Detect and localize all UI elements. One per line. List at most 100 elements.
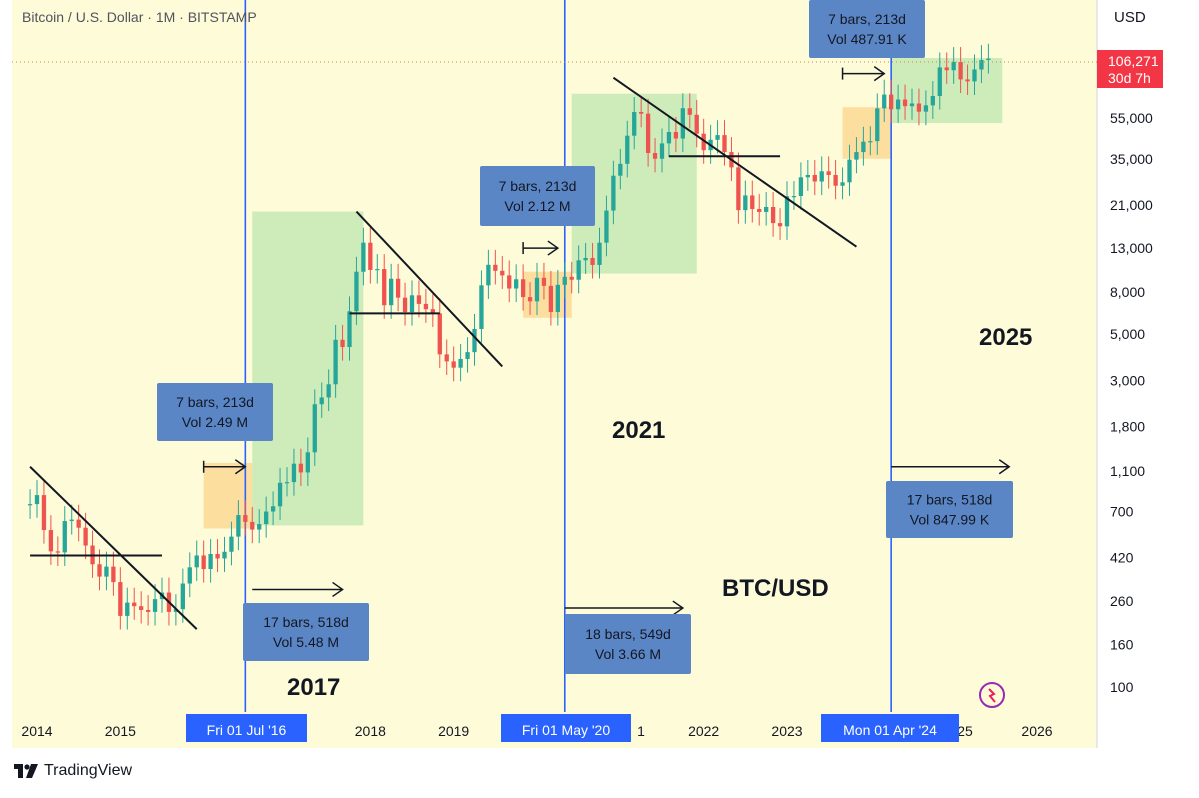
candle-body [798, 177, 804, 197]
candle-body [805, 174, 810, 178]
candle-body [264, 511, 269, 525]
candle-body [326, 384, 331, 398]
candle-body [430, 309, 435, 314]
measure-label-1: 17 bars, 518d Vol 5.48 M [243, 603, 369, 661]
candle-body [347, 311, 352, 347]
candle-body [458, 358, 463, 368]
candle-body [97, 564, 102, 577]
price-tick-3: 13,000 [1110, 240, 1153, 256]
measure-label-line2: Vol 2.12 M [504, 198, 570, 214]
candle-body [48, 530, 54, 552]
candle-body [395, 278, 401, 298]
candle-body [548, 285, 554, 312]
candle-body [895, 99, 901, 110]
measure-labels: 7 bars, 213d Vol 2.49 M 17 bars, 518d Vol 5… [157, 0, 1013, 674]
price-tick-12: 160 [1110, 637, 1134, 653]
measure-label-line2: Vol 3.66 M [595, 646, 661, 662]
candle-body [423, 303, 429, 310]
candle-body [618, 163, 623, 176]
candle-body [527, 297, 533, 302]
candle-body [375, 269, 380, 271]
candle-body [569, 276, 574, 280]
candle-body [27, 504, 33, 506]
arrow-head [547, 240, 560, 256]
candle-body [625, 135, 630, 164]
measure-arrow-1 [252, 581, 344, 598]
candle-body [402, 297, 408, 312]
candle-body [541, 277, 547, 286]
candle-body [69, 519, 74, 522]
measure-arrows [202, 65, 1011, 616]
candle-body [979, 60, 984, 70]
candle-body [243, 515, 248, 522]
candle-body [923, 105, 929, 112]
time-tick-2: 2018 [355, 723, 386, 739]
currency-label: USD [1114, 9, 1146, 26]
measure-label-0: 7 bars, 213d Vol 2.49 M [157, 383, 273, 441]
time-axis: 2014 2015 2018 2019 2022 2023 2026 1 25 Fri 01 Ju… [21, 714, 1053, 742]
measure-label-2: 7 bars, 213d Vol 2.12 M [480, 166, 595, 226]
measure-label-box [480, 166, 595, 226]
candle-body [152, 599, 158, 612]
candlesticks [27, 43, 991, 630]
date-badge-box [186, 714, 307, 742]
date-badge-0: Fri 01 Jul '16 [186, 714, 307, 742]
date-badge-label: Fri 01 Jul '16 [207, 722, 287, 738]
candle-body [291, 463, 297, 483]
candle-body [784, 196, 790, 227]
replay-icon[interactable] [979, 682, 1005, 708]
candle-body [576, 260, 581, 280]
candle-body [937, 67, 942, 96]
candle-body [305, 452, 310, 473]
candle-body [854, 152, 859, 160]
candle-body [736, 167, 741, 211]
cycle-label-2: 2025 [979, 324, 1032, 351]
candle-body [986, 58, 991, 61]
candle-body [319, 397, 324, 405]
trendline-2 [355, 210, 504, 368]
candle-body [722, 135, 727, 153]
time-tick-3: 2019 [438, 723, 469, 739]
measure-label-line2: Vol 2.49 M [182, 414, 248, 430]
candle-body [819, 171, 824, 182]
candle-body [597, 242, 602, 265]
candle-body [500, 270, 505, 276]
candle-body [444, 354, 449, 362]
price-tick-1: 35,000 [1110, 151, 1153, 167]
cycle-label-0: 2017 [287, 674, 340, 701]
date-badge-label: Mon 01 Apr '24 [843, 722, 937, 738]
date-badge-2: Mon 01 Apr '24 [821, 714, 959, 742]
tradingview-logo-icon [14, 764, 38, 778]
candle-body [639, 111, 644, 114]
candle-body [840, 182, 845, 186]
candle-body [659, 143, 665, 159]
measure-label-line1: 7 bars, 213d [499, 178, 577, 194]
price-tick-11: 260 [1110, 593, 1134, 609]
measure-label-line2: Vol 5.48 M [273, 634, 339, 650]
candle-body [257, 524, 262, 530]
candle-body [652, 153, 658, 159]
candle-body [368, 242, 373, 270]
candle-body [208, 554, 213, 570]
candle-body [83, 527, 88, 546]
candle-body [354, 271, 359, 312]
measure-arrow-3 [564, 600, 685, 616]
candle-body [222, 551, 227, 559]
orange-range-box-4 [842, 107, 892, 159]
arrow-head [998, 459, 1011, 475]
price-axis: 55,000 35,000 21,000 13,000 8,000 5,000 3,000 1… [1110, 110, 1153, 695]
candle-body [833, 174, 838, 186]
candle-body [673, 131, 679, 139]
candle-body [680, 108, 685, 139]
measure-label-line1: 7 bars, 213d [828, 11, 906, 27]
candle-body [416, 295, 422, 304]
candle-body [882, 94, 887, 109]
candle-body [333, 339, 338, 385]
price-tick-10: 420 [1110, 550, 1134, 566]
candle-body [666, 131, 672, 144]
measure-arrow-0 [202, 459, 247, 475]
last-price-badge [1097, 50, 1163, 88]
tradingview-footer[interactable]: TradingView [14, 760, 132, 782]
